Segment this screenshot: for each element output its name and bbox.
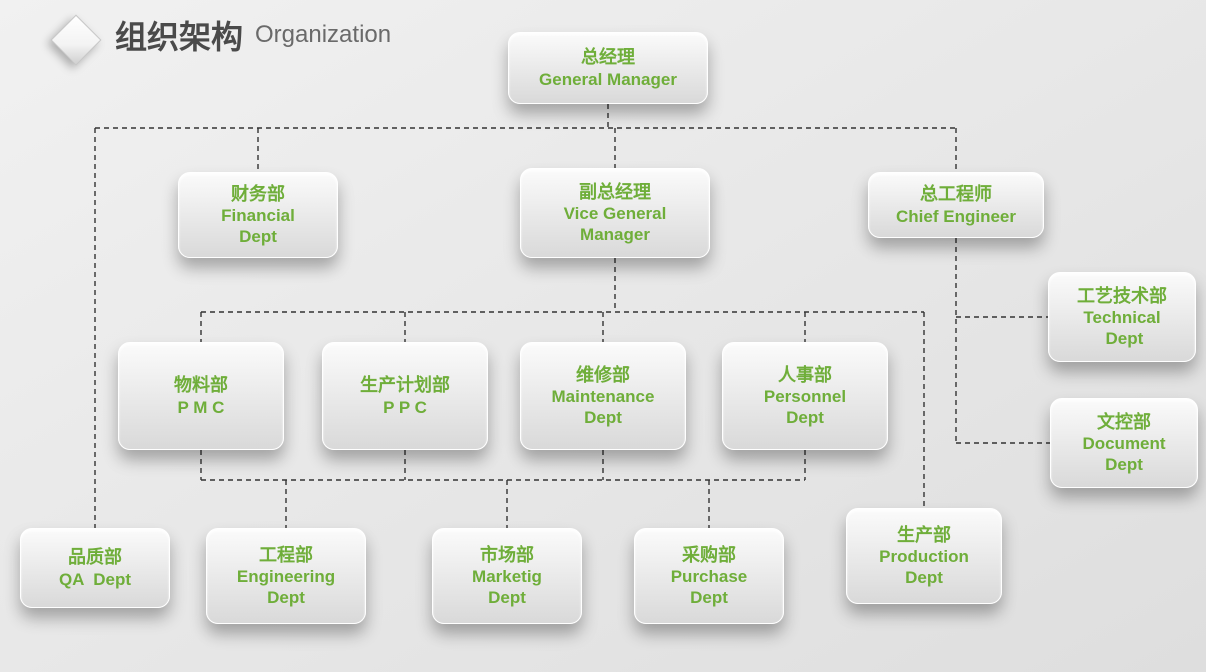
- header-diamond-icon: [51, 15, 102, 66]
- org-node-marketing-line0: 市场部: [480, 544, 534, 567]
- org-node-qa: 品质部QA Dept: [20, 528, 170, 608]
- org-node-gm-line0: 总经理: [581, 46, 635, 69]
- org-node-maint-line0: 维修部: [576, 364, 630, 387]
- org-node-eng-line1: Engineering: [237, 566, 335, 587]
- org-node-purchase: 采购部PurchaseDept: [634, 528, 784, 624]
- org-node-vgm-line0: 副总经理: [579, 181, 651, 204]
- org-node-personnel-line1: Personnel: [764, 386, 846, 407]
- org-node-financial-line2: Dept: [239, 226, 277, 247]
- org-node-technical-line2: Dept: [1101, 328, 1144, 349]
- org-node-financial-line0: 财务部: [231, 183, 285, 206]
- page-title-en: Organization: [255, 21, 391, 49]
- org-node-maint-line1: Maintenance: [552, 386, 655, 407]
- org-node-pmc-line0: 物料部: [174, 374, 228, 397]
- org-node-financial: 财务部FinancialDept: [178, 172, 338, 258]
- org-node-gm: 总经理General Manager: [508, 32, 708, 104]
- org-node-document-line0: 文控部: [1097, 411, 1151, 434]
- page-title: 组织架构 Organization: [115, 12, 391, 58]
- org-node-pmc-line2: P M C: [178, 397, 225, 418]
- org-node-purchase-line1: Purchase: [671, 566, 748, 587]
- org-chart-stage: 组织架构 Organization 总经理General Manager 财务部F…: [0, 0, 1206, 672]
- org-node-eng-line2: Dept: [267, 587, 305, 608]
- org-node-chief: 总工程师Chief Engineer: [868, 172, 1044, 238]
- org-node-document: 文控部DocumentDept: [1050, 398, 1198, 488]
- org-node-financial-line1: Financial: [221, 205, 295, 226]
- org-node-gm-line1: General Manager: [539, 69, 677, 90]
- org-node-production-line0: 生产部: [897, 524, 951, 547]
- org-node-eng-line0: 工程部: [259, 544, 313, 567]
- org-node-marketing-line2: Dept: [488, 587, 526, 608]
- org-node-personnel-line0: 人事部: [778, 364, 832, 387]
- org-node-document-line2: Dept: [1105, 454, 1143, 475]
- org-node-qa-line0: 品质部: [68, 546, 122, 569]
- org-node-technical: 工艺技术部Technical Dept: [1048, 272, 1196, 362]
- org-node-production-line1: Production: [879, 546, 969, 567]
- org-node-ppc: 生产计划部P P C: [322, 342, 488, 450]
- org-node-vgm-line1: Vice General: [564, 203, 667, 224]
- org-node-maint: 维修部MaintenanceDept: [520, 342, 686, 450]
- org-node-chief-line1: Chief Engineer: [896, 206, 1016, 227]
- org-node-marketing-line1: Marketig: [472, 566, 542, 587]
- org-node-qa-line1: QA Dept: [59, 569, 131, 590]
- org-node-chief-line0: 总工程师: [920, 183, 992, 206]
- org-node-pmc: 物料部P M C: [118, 342, 284, 450]
- org-node-ppc-line2: P P C: [383, 397, 427, 418]
- org-node-production: 生产部ProductionDept: [846, 508, 1002, 604]
- org-node-personnel: 人事部PersonnelDept: [722, 342, 888, 450]
- org-node-purchase-line2: Dept: [690, 587, 728, 608]
- org-node-technical-line1: Technical: [1083, 307, 1160, 328]
- org-node-production-line2: Dept: [905, 567, 943, 588]
- org-node-marketing: 市场部MarketigDept: [432, 528, 582, 624]
- org-node-ppc-line0: 生产计划部: [360, 374, 450, 397]
- org-node-personnel-line2: Dept: [786, 407, 824, 428]
- org-node-vgm: 副总经理Vice GeneralManager: [520, 168, 710, 258]
- org-node-vgm-line2: Manager: [580, 224, 650, 245]
- org-node-maint-line2: Dept: [584, 407, 622, 428]
- org-node-document-line1: Document: [1082, 433, 1165, 454]
- org-node-eng: 工程部EngineeringDept: [206, 528, 366, 624]
- page-title-cn: 组织架构: [115, 12, 243, 58]
- org-node-purchase-line0: 采购部: [682, 544, 736, 567]
- org-node-technical-line0: 工艺技术部: [1077, 285, 1167, 308]
